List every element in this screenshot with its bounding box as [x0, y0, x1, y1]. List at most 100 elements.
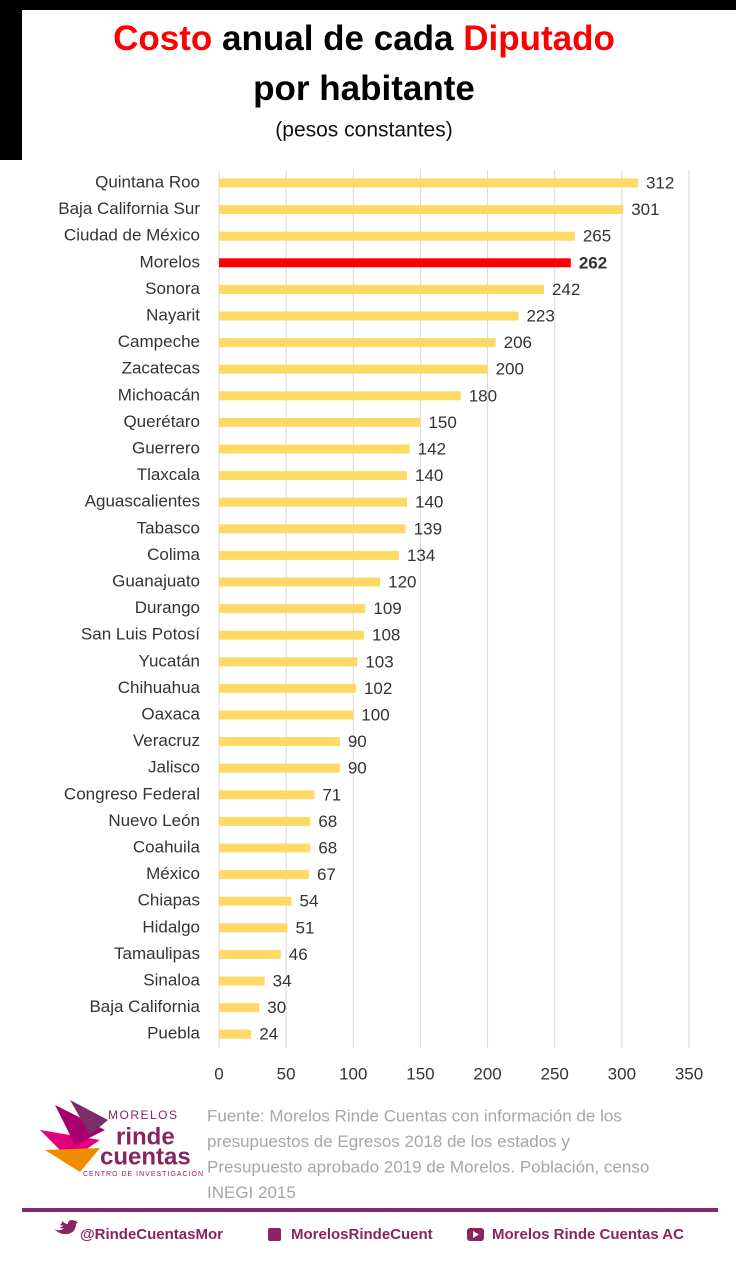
data-label: 200 [496, 360, 524, 379]
y-tick-label: Coahuila [133, 837, 201, 856]
source-line: INEGI 2015 [207, 1183, 296, 1202]
data-label: 54 [300, 892, 319, 911]
x-tick-label: 150 [406, 1064, 434, 1083]
bar [219, 737, 340, 747]
title-part: Diputado [463, 19, 615, 58]
data-label: 312 [646, 173, 674, 192]
title-part: Costo [113, 19, 212, 58]
data-label: 24 [259, 1025, 278, 1044]
data-label: 140 [415, 493, 443, 512]
y-tick-label: Aguascalientes [85, 492, 200, 511]
x-tick-label: 100 [339, 1064, 367, 1083]
bar [219, 630, 365, 640]
y-tick-label: Tamaulipas [114, 944, 200, 963]
y-tick-label: Campeche [118, 332, 200, 351]
y-tick-label: Quintana Roo [95, 172, 200, 191]
bar [219, 1003, 260, 1013]
y-tick-label: Zacatecas [122, 359, 200, 378]
y-tick-label: Colima [147, 545, 200, 564]
y-tick-label: Veracruz [133, 731, 200, 750]
y-tick-label: Baja California [89, 997, 200, 1016]
data-label: 90 [348, 732, 367, 751]
y-tick-label: Nuevo León [108, 811, 200, 830]
logo-text: MORELOS [108, 1108, 179, 1122]
chart-title: Costo anual de cada Diputado [113, 19, 615, 58]
bar [219, 790, 315, 800]
social-handle: Morelos Rinde Cuentas AC [492, 1226, 684, 1243]
y-tick-label: Morelos [140, 252, 200, 271]
x-tick-label: 300 [608, 1064, 636, 1083]
data-label: 139 [414, 519, 442, 538]
top-edge [0, 0, 736, 10]
bar [219, 550, 399, 560]
data-label: 223 [526, 306, 554, 325]
x-tick-label: 350 [675, 1064, 703, 1083]
chart-title: por habitante [253, 69, 475, 108]
bar [219, 976, 265, 986]
bar [219, 417, 421, 427]
bar [219, 231, 575, 241]
source-note: Fuente: Morelos Rinde Cuentas con inform… [207, 1106, 649, 1202]
logo: MORELOS rinde cuentas CENTRO DE INVESTIG… [40, 1100, 204, 1178]
y-tick-label: Nayarit [146, 305, 200, 324]
bar [219, 896, 292, 906]
bar [219, 524, 406, 534]
y-tick-label: Hidalgo [142, 917, 200, 936]
bar [219, 471, 407, 481]
bar [219, 710, 354, 720]
data-label: 242 [552, 280, 580, 299]
y-tick-label: Chihuahua [118, 678, 201, 697]
y-tick-label: San Luis Potosí [81, 625, 200, 644]
data-label: 34 [273, 971, 292, 990]
y-tick-label: Querétaro [123, 412, 200, 431]
data-label: 108 [372, 626, 400, 645]
logo-text: CENTRO DE INVESTIGACIÓN [83, 1169, 204, 1178]
bar [219, 604, 366, 614]
bar [219, 657, 358, 667]
subtitle: (pesos constantes) [275, 119, 452, 142]
y-tick-label: Guerrero [132, 438, 200, 457]
x-tick-label: 0 [214, 1064, 223, 1083]
data-label: 142 [418, 439, 446, 458]
y-tick-label: Tabasco [137, 518, 200, 537]
title-part: por habitante [253, 69, 475, 108]
y-tick-label: Tlaxcala [137, 465, 201, 484]
data-label: 109 [373, 599, 401, 618]
bar [219, 683, 356, 693]
youtube-play [473, 1231, 479, 1238]
source-line: Presupuesto aprobado 2019 de Morelos. Po… [207, 1157, 649, 1176]
y-tick-label: Durango [135, 598, 200, 617]
data-label: 68 [318, 812, 337, 831]
y-tick-label: Puebla [147, 1024, 200, 1043]
y-tick-label: Chiapas [138, 891, 200, 910]
social-bar: @RindeCuentasMor MorelosRindeCuent Morel… [54, 1220, 684, 1243]
data-label: 150 [428, 413, 456, 432]
data-label: 102 [364, 679, 392, 698]
facebook-icon [268, 1228, 281, 1241]
data-label: 265 [583, 227, 611, 246]
y-tick-label: Oaxaca [141, 704, 200, 723]
bar [219, 311, 519, 321]
y-tick-label: Baja California Sur [58, 199, 200, 218]
bar [219, 364, 488, 374]
bar [219, 843, 311, 853]
data-label: 134 [407, 546, 435, 565]
bar [219, 577, 381, 587]
data-label: 262 [579, 253, 607, 272]
data-label: 71 [322, 785, 341, 804]
logo-petal [70, 1100, 108, 1135]
data-label: 30 [267, 998, 286, 1017]
x-tick-label: 250 [541, 1064, 569, 1083]
logo-petal [45, 1148, 100, 1172]
bar [219, 338, 496, 348]
bar [219, 923, 288, 933]
bar [219, 205, 624, 215]
social-handle: @RindeCuentasMor [80, 1226, 223, 1243]
logo-petal [55, 1105, 105, 1145]
data-label: 100 [361, 705, 389, 724]
data-label: 67 [317, 865, 336, 884]
source-line: Fuente: Morelos Rinde Cuentas con inform… [207, 1106, 622, 1125]
y-tick-label: Sonora [145, 279, 200, 298]
bar [219, 284, 544, 294]
